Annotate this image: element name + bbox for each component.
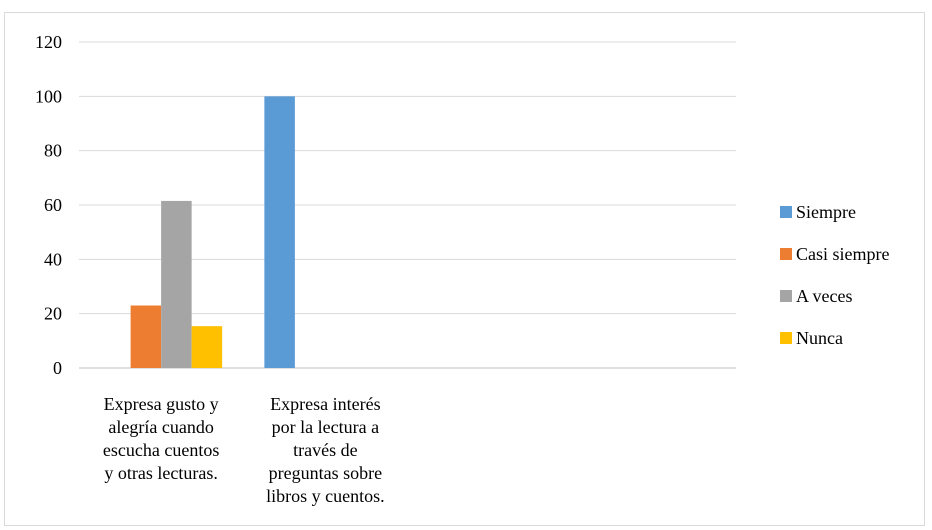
legend-label: Siempre (796, 202, 856, 222)
legend-label: A veces (796, 286, 852, 306)
legend-swatch (780, 332, 792, 344)
bar-nunca (191, 326, 223, 368)
y-tick-label: 0 (53, 358, 62, 378)
legend-swatch (780, 290, 792, 302)
x-category-label-line: Expresa interés (270, 394, 380, 414)
legend-swatch (780, 248, 792, 260)
y-tick-label: 20 (44, 304, 62, 324)
x-category-label-line: y otras lecturas. (104, 463, 217, 483)
bar-a-veces (161, 200, 192, 368)
x-axis-category-labels: Expresa gusto y alegría cuando escucha cue… (103, 394, 385, 506)
bars (130, 96, 295, 368)
x-category-label-line: libros y cuentos. (266, 486, 385, 506)
chart-frame (4, 12, 925, 526)
legend-swatch (780, 206, 792, 218)
bar-siempre (264, 96, 295, 368)
x-category-label-line: través de (293, 440, 357, 460)
bar-casi-siempre (130, 305, 162, 368)
x-category-label: Expresa gusto y alegría cuando escucha cue… (103, 394, 219, 483)
y-tick-label: 60 (44, 195, 62, 215)
y-tick-label: 100 (35, 86, 62, 106)
y-tick-label: 80 (44, 141, 62, 161)
x-category-label-line: Expresa gusto y (104, 394, 219, 414)
x-category-label-line: alegría cuando (108, 417, 213, 437)
x-category-label-line: preguntas sobre (269, 463, 382, 483)
legend-label: Casi siempre (796, 244, 889, 264)
legend-label: Nunca (796, 328, 843, 348)
y-axis-ticks: 0 20 40 60 80 100 120 (35, 32, 62, 378)
x-category-label: Expresa interés por la lectura a través de… (266, 394, 385, 506)
x-category-label-line: por la lectura a (272, 417, 379, 437)
legend: Siempre Casi siempre A veces Nunca (780, 202, 889, 348)
x-category-label-line: escucha cuentos (103, 440, 219, 460)
y-tick-label: 40 (44, 249, 62, 269)
y-tick-label: 120 (35, 32, 62, 52)
